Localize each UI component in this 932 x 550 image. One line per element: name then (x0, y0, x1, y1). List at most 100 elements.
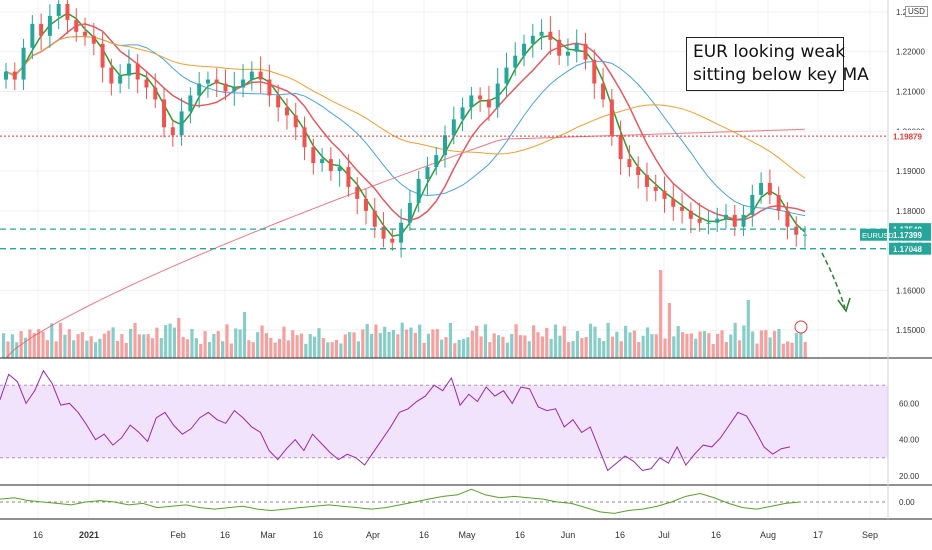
volume-bar (400, 322, 404, 358)
candle-body (478, 95, 483, 100)
volume-bar (606, 322, 610, 358)
candle-body (144, 79, 149, 88)
candle-body (4, 71, 8, 80)
volume-bar (702, 331, 707, 358)
oscillator-pane: 0.00 (0, 488, 915, 514)
volume-bar (488, 342, 492, 358)
volume-bar (597, 337, 601, 358)
candle-body (522, 43, 527, 56)
candle-body (565, 51, 570, 56)
volume-bar (352, 332, 356, 358)
volume-bar (676, 326, 680, 358)
rsi-line (0, 369, 791, 472)
candle-body (627, 159, 632, 168)
price-tick-label: 1.16000 (896, 286, 925, 295)
volume-bar (251, 342, 255, 358)
x-tick-label: 16 (419, 530, 429, 540)
candle-body (513, 55, 518, 68)
volume-bar (716, 333, 720, 358)
volume-bar (483, 324, 488, 358)
x-tick-label: Feb (170, 530, 186, 540)
volume-bar (518, 335, 523, 358)
volume-bar (580, 337, 584, 358)
volume-bar (540, 336, 544, 358)
x-tick-label: Sep (862, 530, 878, 540)
volume-bar (536, 332, 540, 358)
candle-body (311, 147, 316, 164)
volume-bar (41, 331, 45, 358)
candle-body (803, 234, 807, 236)
volume-bar (501, 336, 505, 358)
x-tick-label: 16 (220, 530, 230, 540)
volume-bar (339, 343, 343, 358)
volume-bar (295, 335, 299, 358)
rsi-tick-label: 20.00 (899, 472, 920, 481)
candle-body (223, 83, 228, 92)
candle-body (12, 71, 17, 80)
volume-bar (440, 339, 444, 358)
volume-bar (571, 341, 575, 358)
volume-bar (475, 325, 479, 358)
volume-bar (694, 338, 698, 358)
volume-bar (89, 336, 93, 358)
candle-body (530, 35, 535, 44)
volume-bar (238, 329, 242, 358)
volume-bar (216, 331, 220, 358)
osc-tick-label: 0.00 (899, 498, 915, 507)
volume-bar (172, 327, 177, 358)
candle-body (241, 79, 246, 88)
candle-body (460, 107, 465, 120)
candle-body (363, 198, 368, 211)
volume-bar (102, 333, 106, 358)
volume-bar (207, 342, 212, 358)
down-arrow-annotation (794, 252, 851, 334)
volume-bar (177, 318, 181, 358)
volume-bar (781, 343, 785, 358)
volume-bar (348, 332, 352, 358)
volume-bar (733, 322, 737, 358)
candle-body (434, 155, 439, 168)
volume-bar (628, 332, 632, 358)
candle-body (153, 87, 158, 100)
volume-bar (470, 330, 474, 358)
rsi-tick-label: 60.00 (899, 399, 920, 408)
volume-bar (343, 334, 347, 358)
volume-bar (409, 327, 413, 358)
candle-body (293, 115, 298, 128)
volume-bar (67, 329, 71, 358)
volume-bar (435, 329, 439, 358)
x-tick-label: 16 (313, 530, 323, 540)
candle-body (276, 95, 281, 108)
volume-bar (115, 341, 120, 358)
volume-bar (654, 334, 658, 358)
volume-bar (273, 342, 277, 358)
candle-body (197, 83, 202, 96)
volume-bar (6, 341, 10, 358)
currency-button[interactable]: USD (905, 6, 928, 17)
x-tick-label: May (458, 530, 476, 540)
volume-bar (225, 324, 229, 358)
volume-bar (567, 342, 571, 358)
volume-bar (63, 334, 67, 358)
volume-bar (194, 338, 198, 358)
volume-bar (15, 342, 19, 358)
volume-bar (50, 323, 54, 358)
volume-bar (461, 338, 466, 358)
x-tick-label: Jul (658, 530, 670, 540)
candle-body (539, 31, 544, 36)
volume-bar (85, 340, 89, 358)
volume-bar (137, 334, 141, 358)
volume-bar (777, 329, 781, 358)
candle-body (785, 210, 790, 227)
x-tick-label: Aug (760, 530, 776, 540)
countdown-label: 17:45:17 (893, 241, 922, 250)
candle-body (697, 218, 702, 223)
volume-bar (317, 328, 321, 358)
candle-body (47, 15, 52, 36)
volume-bar (260, 325, 264, 358)
candle-body (170, 127, 175, 136)
volume-bar (610, 336, 615, 358)
volume-bar (558, 335, 562, 358)
volume-bar (689, 333, 693, 358)
